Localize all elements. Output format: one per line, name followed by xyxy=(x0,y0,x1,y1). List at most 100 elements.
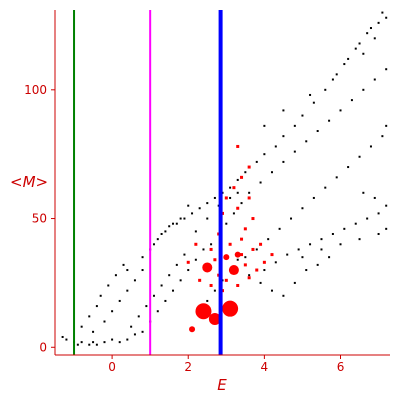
background-point xyxy=(145,305,148,308)
background-point xyxy=(385,227,388,230)
background-point xyxy=(305,269,308,272)
background-point xyxy=(335,73,338,76)
background-point xyxy=(270,171,273,174)
background-point xyxy=(274,261,277,264)
highlight-point xyxy=(262,260,266,264)
background-point xyxy=(369,145,372,148)
background-point xyxy=(213,289,216,292)
background-point xyxy=(187,269,190,272)
background-point xyxy=(270,289,273,292)
background-point xyxy=(377,21,380,24)
background-point xyxy=(194,258,197,261)
background-point xyxy=(328,119,331,122)
background-point xyxy=(309,93,312,96)
background-point xyxy=(373,196,376,199)
background-point xyxy=(141,256,144,259)
background-point xyxy=(95,305,98,308)
highlight-point xyxy=(251,247,255,251)
background-point xyxy=(229,186,232,189)
background-point xyxy=(259,181,262,184)
background-point xyxy=(309,243,312,246)
background-point xyxy=(168,274,171,277)
background-point xyxy=(183,217,186,220)
background-point xyxy=(122,263,125,266)
y-axis-title: <M> xyxy=(10,173,48,191)
background-point xyxy=(179,217,182,220)
background-point xyxy=(282,109,285,112)
background-point xyxy=(358,155,361,158)
background-point xyxy=(305,140,308,143)
background-point xyxy=(263,153,266,156)
vertical-lines xyxy=(73,10,223,355)
background-point xyxy=(316,130,319,133)
y-tick-label: 50 xyxy=(32,212,47,226)
background-point xyxy=(92,341,95,344)
background-point xyxy=(103,320,106,323)
highlight-point xyxy=(198,278,202,282)
x-ticks: 0 2 4 6 xyxy=(108,355,344,374)
highlight-points xyxy=(186,144,274,333)
highlight-point xyxy=(228,265,239,276)
highlight-point xyxy=(251,217,255,221)
highlight-point xyxy=(232,186,236,190)
background-point xyxy=(130,325,133,328)
background-point xyxy=(137,315,140,318)
highlight-point xyxy=(234,251,241,258)
background-point xyxy=(244,256,247,259)
highlight-point xyxy=(228,242,232,246)
highlight-point xyxy=(236,144,240,148)
highlight-point xyxy=(222,300,239,317)
background-point xyxy=(80,325,83,328)
highlight-point xyxy=(223,254,230,261)
background-point xyxy=(339,243,342,246)
background-point xyxy=(202,248,205,251)
background-point xyxy=(88,343,91,346)
highlight-point xyxy=(247,165,251,169)
background-point xyxy=(194,230,197,233)
background-point xyxy=(331,78,334,81)
background-point xyxy=(133,279,136,282)
background-point xyxy=(324,88,327,91)
background-point xyxy=(114,274,117,277)
background-point xyxy=(172,222,175,225)
background-point xyxy=(312,101,315,104)
background-point xyxy=(213,196,216,199)
background-point xyxy=(244,171,247,174)
highlight-point xyxy=(247,276,251,280)
background-point xyxy=(232,212,235,215)
background-point xyxy=(312,196,315,199)
highlight-point xyxy=(243,227,247,231)
background-point xyxy=(301,114,304,117)
background-point xyxy=(255,248,258,251)
background-point xyxy=(118,341,121,344)
background-point xyxy=(255,160,258,163)
background-point xyxy=(172,289,175,292)
background-point xyxy=(133,333,136,336)
background-point xyxy=(267,238,270,241)
background-point xyxy=(103,341,106,344)
background-point xyxy=(236,178,239,181)
background-point xyxy=(385,16,388,19)
background-point xyxy=(187,204,190,207)
background-point xyxy=(160,284,163,287)
background-point xyxy=(343,63,346,66)
background-point xyxy=(373,37,376,40)
background-point xyxy=(88,315,91,318)
background-point xyxy=(61,335,64,338)
x-tick-label: 0 xyxy=(108,360,116,374)
highlight-point xyxy=(270,253,274,257)
background-point xyxy=(164,299,167,302)
background-point xyxy=(191,212,194,215)
background-point xyxy=(369,27,372,30)
background-point xyxy=(175,263,178,266)
background-point xyxy=(111,310,114,313)
background-point xyxy=(297,248,300,251)
background-point xyxy=(236,191,239,194)
background-point xyxy=(152,294,155,297)
background-point xyxy=(248,191,251,194)
background-point xyxy=(293,281,296,284)
background-point xyxy=(80,341,83,344)
background-point xyxy=(126,338,129,341)
background-point xyxy=(175,222,178,225)
y-ticks: 0 50 100 xyxy=(24,83,55,354)
